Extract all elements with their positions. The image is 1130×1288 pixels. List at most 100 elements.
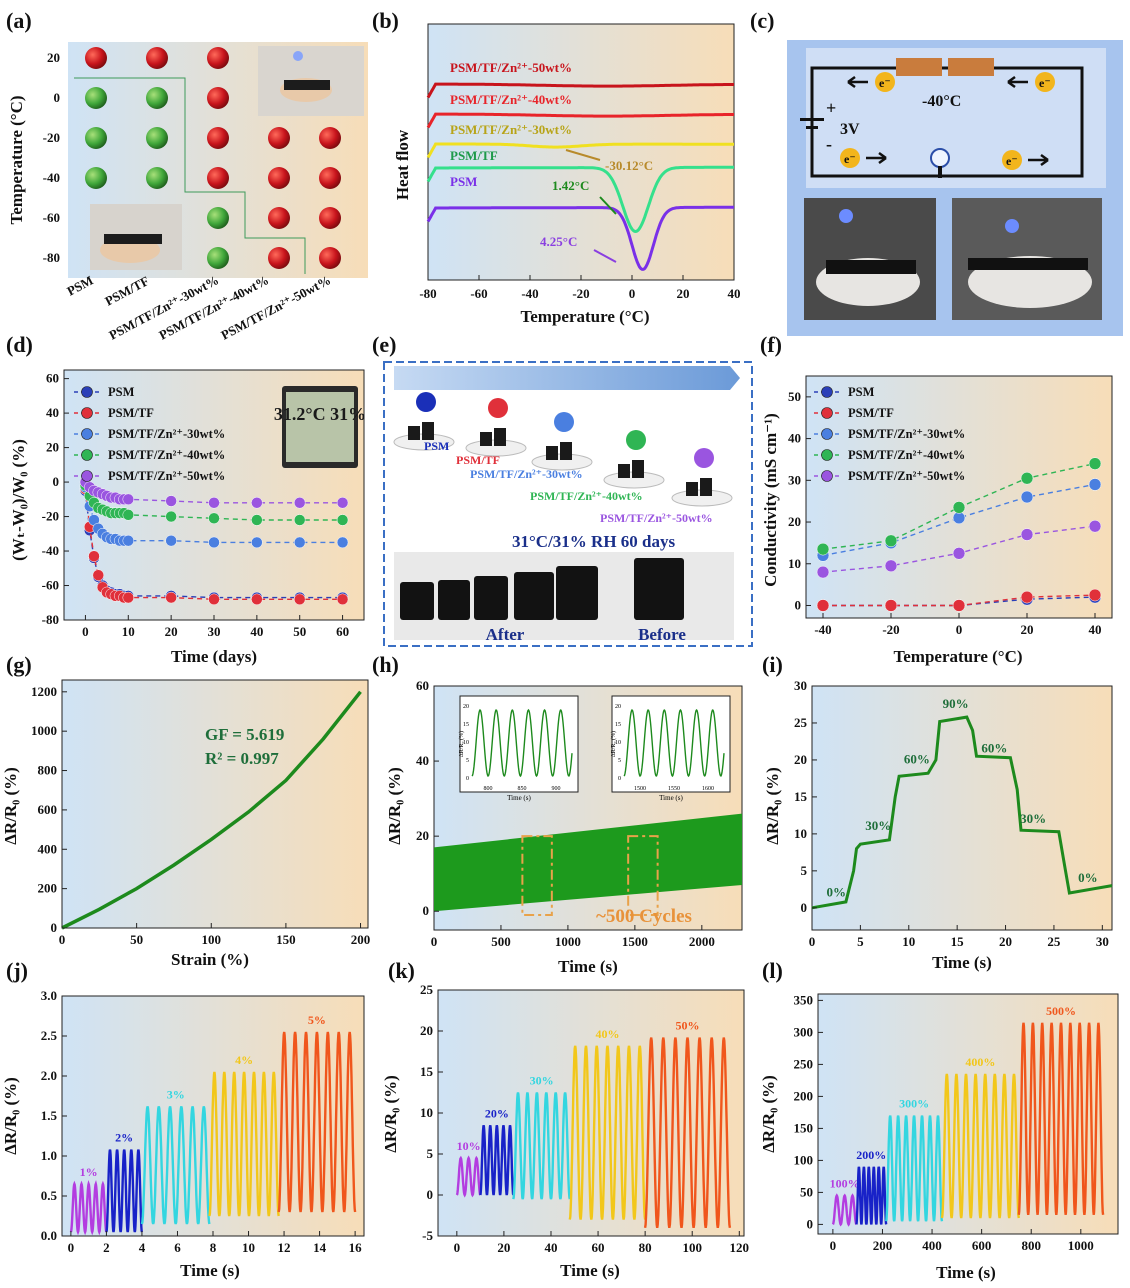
panel-g-x-label: Strain (%) bbox=[171, 950, 249, 969]
strain-segment-signal bbox=[855, 1166, 888, 1225]
anno-30-12: -30.12°C bbox=[605, 158, 653, 173]
photo-top-led bbox=[293, 51, 303, 61]
panel-l-series: 100% 200% 300% 400% 500% bbox=[830, 1004, 1105, 1227]
frozen-point bbox=[268, 167, 290, 189]
panel-a-y-label: Temperature (°C) bbox=[7, 95, 26, 224]
x-tick-label: 120 bbox=[730, 1240, 750, 1255]
panel-labels: (a) (b) (c) (d) (e) (f) (g) (h) (i) (j) … bbox=[6, 8, 783, 983]
panel-f-series bbox=[816, 457, 1102, 612]
x-tick-label: 6 bbox=[174, 1240, 181, 1255]
y-tick-label: 0 bbox=[423, 903, 430, 918]
x-tick-label: 40 bbox=[544, 1240, 557, 1255]
panel-label-h: (h) bbox=[372, 652, 399, 677]
dsc-curve bbox=[426, 82, 734, 99]
y-tick-label: 800 bbox=[38, 763, 58, 778]
category-label: PSM/TF/Zn²⁺-50wt% bbox=[218, 272, 333, 343]
panel-d-ticks: 0 10 20 30 40 50 60 60 40 20 0 -20 -40 -60 -80 bbox=[42, 371, 349, 639]
frozen-point bbox=[319, 207, 341, 229]
strain-level-label: 300% bbox=[899, 1097, 929, 1111]
frozen-point bbox=[268, 127, 290, 149]
x-tick-label: 20 bbox=[165, 624, 178, 639]
photo-c-left-sample bbox=[826, 260, 916, 274]
sample-block bbox=[422, 422, 434, 440]
electron-arrow-1 bbox=[847, 75, 868, 89]
circuit-wire bbox=[810, 66, 1084, 178]
electron-arrow-4 bbox=[1028, 153, 1049, 167]
data-point bbox=[122, 534, 135, 547]
photo-c-right-sample bbox=[968, 258, 1088, 270]
y-tick-label: 50 bbox=[788, 389, 801, 404]
anno-4-25: 4.25°C bbox=[540, 234, 577, 249]
x-tick-label: 0 bbox=[629, 286, 636, 301]
photo-c-left-led bbox=[839, 209, 853, 223]
anno-arrow-4-25 bbox=[593, 249, 617, 263]
panel-label-d: (d) bbox=[6, 332, 33, 357]
strain-level-label: 200% bbox=[856, 1148, 886, 1162]
x-tick-label: 200 bbox=[873, 1238, 893, 1253]
panel-b-x-label: Temperature (°C) bbox=[520, 307, 649, 326]
x-tick-label: 30 bbox=[1096, 934, 1109, 949]
panel-e-before: Before bbox=[638, 625, 686, 644]
x-tick-label: 15 bbox=[951, 934, 965, 949]
data-point bbox=[816, 565, 830, 579]
legend-entry: PSM/TF/Zn²⁺-50wt% bbox=[108, 469, 225, 483]
frozen-point bbox=[268, 247, 290, 269]
x-tick-label: 0 bbox=[82, 624, 89, 639]
y-tick-label: 600 bbox=[38, 802, 58, 817]
strain-segment-signal bbox=[643, 1037, 732, 1229]
y-tick-label: 1000 bbox=[31, 723, 57, 738]
voltage-label: 3V bbox=[840, 121, 860, 138]
strain-level-label: 5% bbox=[308, 1013, 326, 1027]
panel-d-series bbox=[79, 476, 349, 606]
legend-swatch-marker bbox=[81, 407, 93, 419]
x-tick-label: 10 bbox=[122, 624, 135, 639]
data-point bbox=[1088, 457, 1102, 470]
data-point bbox=[884, 534, 898, 548]
data-point bbox=[251, 514, 263, 526]
frozen-point bbox=[319, 167, 341, 189]
y-tick-label: 20 bbox=[47, 50, 60, 65]
y-tick-label: 0.5 bbox=[41, 1188, 58, 1203]
strain-segment-signal bbox=[940, 1073, 1020, 1219]
y-tick-label: 0 bbox=[427, 1187, 434, 1202]
step-label: 0% bbox=[827, 885, 847, 900]
panel-i-series: 0% 30% 60% 90% 60% 30% 0% bbox=[811, 696, 1113, 910]
panel-h-cycling-chart: 0 500 1000 1500 2000 0 20 40 60 800 850 900 0 5 10 15 2… bbox=[385, 678, 743, 976]
x-tick-label: 12 bbox=[278, 1240, 291, 1255]
x-tick-label: 20 bbox=[999, 934, 1012, 949]
panel-h-x-label: Time (s) bbox=[558, 957, 618, 976]
dsc-curve bbox=[426, 205, 734, 271]
y-tick-label: 250 bbox=[794, 1056, 814, 1071]
data-point bbox=[1088, 478, 1102, 491]
panel-a-boundary-line bbox=[74, 77, 306, 274]
y-tick-label: 30 bbox=[788, 472, 801, 487]
strain-segment-signal bbox=[105, 1149, 144, 1233]
panel-i-bending-chart: 0% 30% 60% 90% 60% 30% 0% 0 5 10 15 20 25 30 0 5 10 15 20… bbox=[763, 678, 1113, 972]
legend-swatch-marker bbox=[821, 470, 833, 482]
legend-entry: PSM/TF/Zn²⁺-50wt% bbox=[848, 469, 965, 483]
inset-y-tick: 15 bbox=[463, 722, 469, 728]
liquid-point bbox=[207, 247, 229, 269]
inset-y-label: ΔR/R₀ (%) bbox=[610, 731, 617, 757]
legend-entry: PSM/TF/Zn²⁺-40wt% bbox=[848, 448, 965, 462]
photo-top-sample bbox=[284, 80, 330, 90]
strain-level-label: 3% bbox=[167, 1087, 185, 1101]
data-point bbox=[251, 536, 263, 549]
x-tick-label: 2 bbox=[103, 1240, 110, 1255]
x-tick-label: 8 bbox=[210, 1240, 217, 1255]
panel-h-series bbox=[434, 813, 742, 916]
series-label: PSM/TF/Zn²⁺-30wt% bbox=[450, 122, 572, 137]
x-tick-label: 1000 bbox=[555, 934, 581, 949]
legend-swatch-marker bbox=[821, 449, 833, 461]
data-point bbox=[336, 536, 349, 549]
y-tick-label: 15 bbox=[420, 1064, 434, 1079]
sample-left bbox=[896, 58, 942, 76]
y-tick-label: 15 bbox=[794, 789, 808, 804]
panel-b-curves bbox=[426, 82, 734, 271]
panel-j-x-label: Time (s) bbox=[180, 1261, 240, 1280]
y-tick-label: 20 bbox=[46, 440, 59, 455]
x-tick-label: 0 bbox=[830, 1238, 837, 1253]
inset-x-tick: 900 bbox=[552, 786, 561, 792]
